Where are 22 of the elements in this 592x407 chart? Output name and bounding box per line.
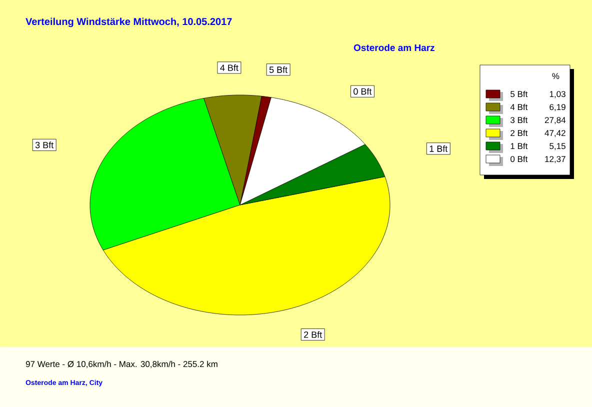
legend-label: 3 Bft [510,116,528,124]
data-label: 6,19 [550,104,566,112]
slice-label: 0 Bft [354,88,372,95]
legend-title: % [552,73,560,80]
slice-label: 4 Bft [220,64,238,71]
data-label: 47,42 [544,130,566,138]
category-label: 2 Bft [304,331,322,338]
chart-subtitle: Osterode am Harz [354,44,434,52]
data-label: 5,15 [550,143,566,150]
chart-title: Verteilung Windstärke Mittwoch, 10.05.2017 [26,18,232,28]
legend-label: 5 Bft [510,90,528,98]
text: 97 Werte - Ø 10,6km/h - Max. 30,8km/h - 255.2 km [26,360,218,368]
legend-label: 1 Bft [510,142,528,150]
legend-label: 2 Bft [510,130,528,136]
slice-label: 5 Bft [269,66,288,73]
category-label: 1 Bft [430,145,448,152]
data-label: 12,37 [545,156,566,164]
legend-label: 4 Bft [510,104,528,110]
data-label: 27,84 [544,117,566,124]
data-label: 1,03 [550,91,566,98]
slice-label: 3 Bft [35,142,54,148]
legend-label: 0 Bft [510,156,528,162]
